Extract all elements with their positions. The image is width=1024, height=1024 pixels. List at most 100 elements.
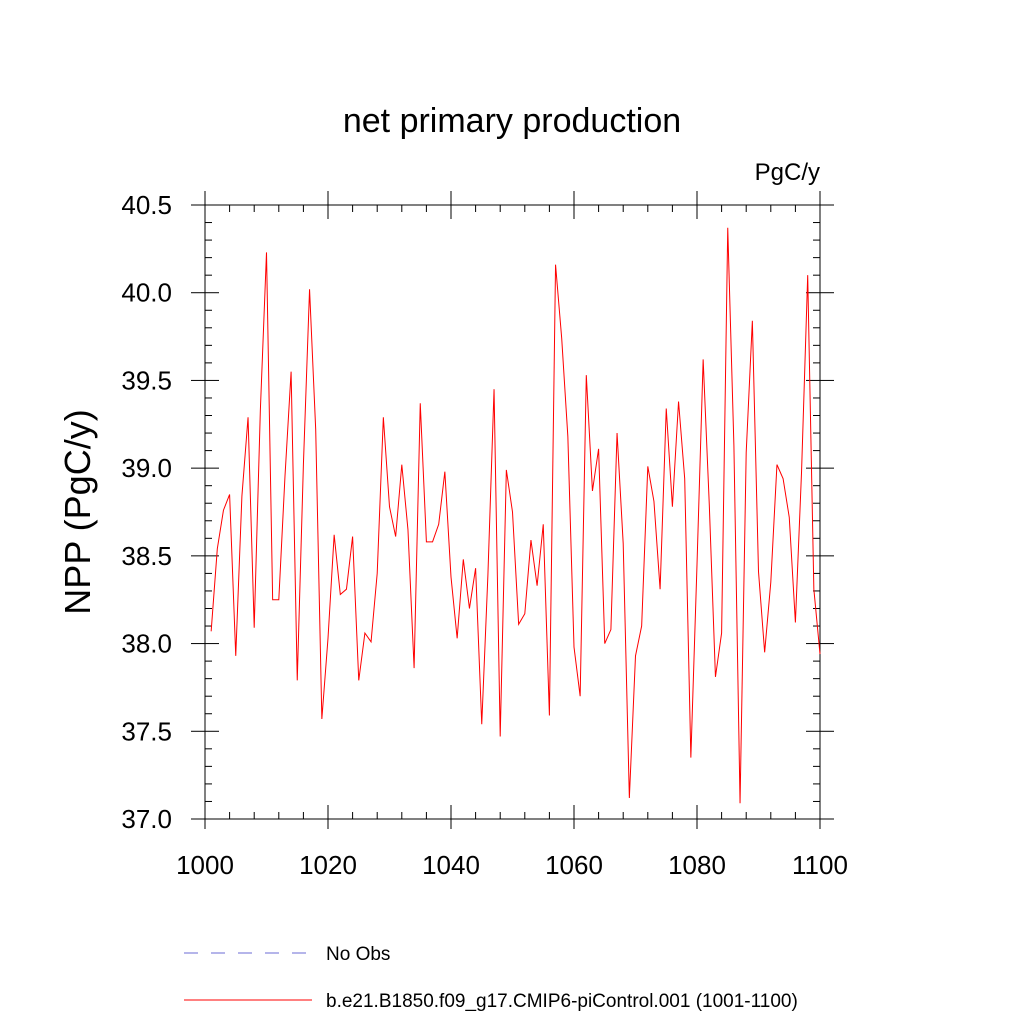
data-point (487, 575, 488, 576)
data-point (580, 696, 581, 697)
data-point (395, 536, 396, 537)
data-point (309, 289, 310, 290)
y-tick-label: 37.0 (121, 804, 172, 834)
y-axis-label: NPP (PgC/y) (57, 409, 98, 614)
data-point (518, 624, 519, 625)
data-point (715, 676, 716, 677)
data-point (573, 646, 574, 647)
data-point (358, 680, 359, 681)
x-tick-label: 1040 (422, 850, 480, 880)
data-point (537, 585, 538, 586)
data-point (321, 718, 322, 719)
data-point (758, 571, 759, 572)
data-point (420, 403, 421, 404)
data-point (678, 401, 679, 402)
data-point (813, 589, 814, 590)
data-point (414, 668, 415, 669)
data-point (776, 464, 777, 465)
data-point (315, 429, 316, 430)
data-point (623, 543, 624, 544)
y-tick-label: 39.5 (121, 365, 172, 395)
data-point (444, 471, 445, 472)
data-point (223, 510, 224, 511)
data-point (653, 501, 654, 502)
data-point (795, 622, 796, 623)
data-point (247, 417, 248, 418)
data-point (291, 371, 292, 372)
y-tick-label: 38.0 (121, 629, 172, 659)
x-tick-label: 1000 (176, 850, 234, 880)
y-tick-label: 40.0 (121, 278, 172, 308)
data-point (561, 338, 562, 339)
data-point (284, 476, 285, 477)
data-point (586, 375, 587, 376)
data-point (469, 608, 470, 609)
data-point (530, 539, 531, 540)
tick-labels: 1000 1020 1040 1060 1080 1100 37.0 37.5 38.0 38.5… (121, 190, 848, 880)
data-point (475, 568, 476, 569)
data-point (789, 517, 790, 518)
data-point (801, 471, 802, 472)
y-tick-label: 40.5 (121, 190, 172, 220)
data-point (696, 564, 697, 565)
data-point (506, 469, 507, 470)
data-point (407, 529, 408, 530)
data-point (229, 494, 230, 495)
data-point (641, 625, 642, 626)
data-point (684, 478, 685, 479)
data-point (377, 573, 378, 574)
data-point (463, 559, 464, 560)
data-point (481, 724, 482, 725)
data-point (346, 589, 347, 590)
data-point (666, 408, 667, 409)
data-point (616, 432, 617, 433)
axis-ticks (191, 191, 834, 829)
data-point (635, 655, 636, 656)
data-point (549, 715, 550, 716)
data-point (278, 599, 279, 600)
data-point (364, 632, 365, 633)
data-point (383, 417, 384, 418)
data-point (241, 496, 242, 497)
data-point (438, 524, 439, 525)
x-tick-label: 1080 (668, 850, 726, 880)
data-point (610, 629, 611, 630)
data-point (807, 275, 808, 276)
data-point (672, 506, 673, 507)
data-point (235, 655, 236, 656)
data-point (555, 264, 556, 265)
legend-label: b.e21.B1850.f09_g17.CMIP6-piControl.001 … (326, 991, 798, 1012)
data-point (266, 252, 267, 253)
data-point (703, 359, 704, 360)
data-point (260, 410, 261, 411)
data-point (524, 613, 525, 614)
x-tick-label: 1020 (299, 850, 357, 880)
data-point (217, 548, 218, 549)
data-point (752, 320, 753, 321)
chart-title: net primary production (343, 102, 681, 140)
x-tick-label: 1100 (792, 850, 848, 880)
units-label: PgC/y (755, 159, 820, 186)
data-point (629, 797, 630, 798)
data-point (327, 638, 328, 639)
data-point (352, 536, 353, 537)
series-group (210, 227, 821, 804)
data-point (727, 227, 728, 228)
data-point (432, 541, 433, 542)
data-point (709, 504, 710, 505)
data-point (272, 599, 273, 600)
data-point (733, 445, 734, 446)
data-point (783, 478, 784, 479)
data-point (598, 448, 599, 449)
data-point (690, 757, 691, 758)
y-tick-label: 38.5 (121, 541, 172, 571)
data-point (500, 736, 501, 737)
data-point (457, 638, 458, 639)
data-point (543, 524, 544, 525)
data-point (567, 436, 568, 437)
data-point (647, 466, 648, 467)
data-point (660, 589, 661, 590)
data-point (819, 653, 820, 654)
data-point (389, 506, 390, 507)
